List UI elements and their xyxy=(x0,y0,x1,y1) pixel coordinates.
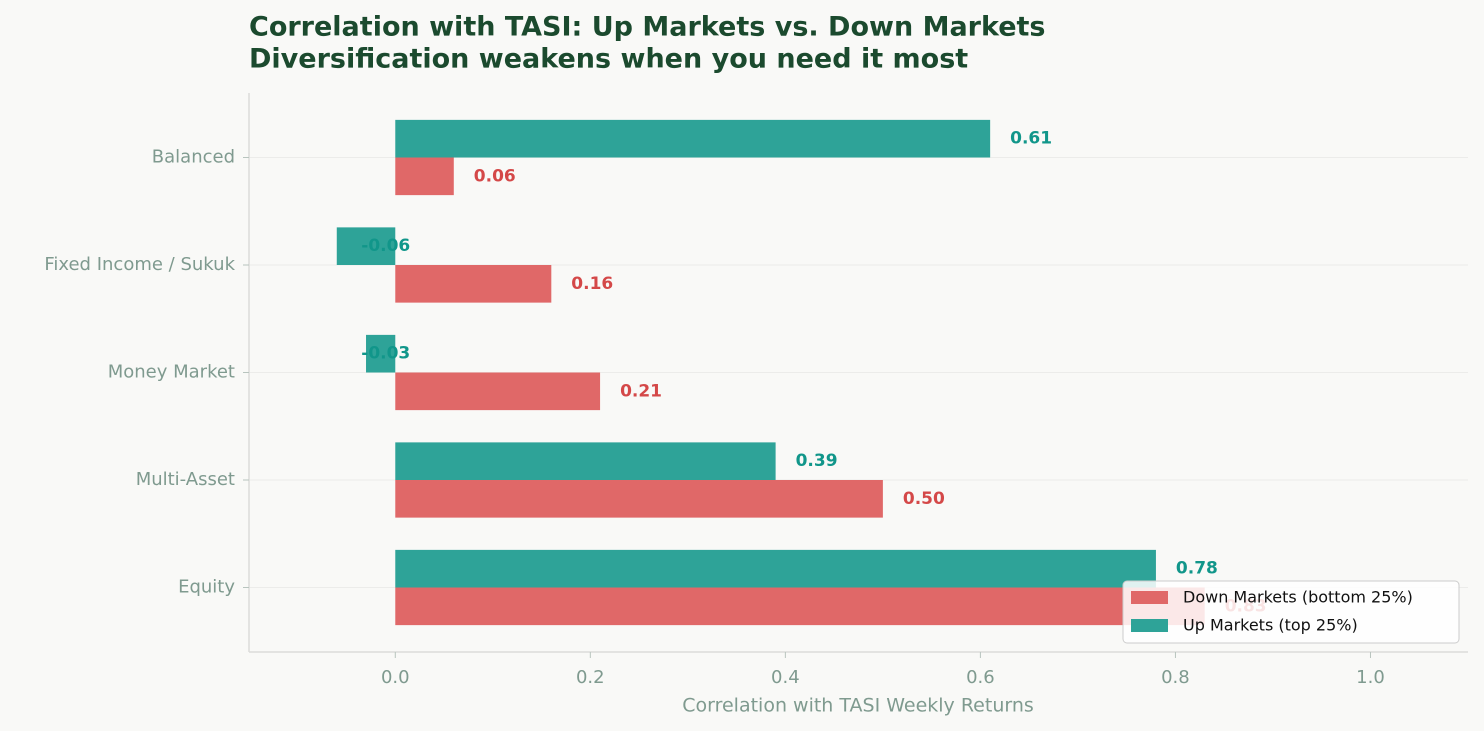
x-tick-label: 0.4 xyxy=(771,667,800,688)
chart-title: Correlation with TASI: Up Markets vs. Do… xyxy=(249,12,1046,43)
value-label: -0.06 xyxy=(361,236,410,256)
legend: Down Markets (bottom 25%) Up Markets (top… xyxy=(1122,580,1460,644)
legend-box xyxy=(1122,580,1460,644)
bar xyxy=(395,442,776,480)
bar xyxy=(395,265,552,303)
bar xyxy=(366,334,396,373)
x-tick-label: 0.0 xyxy=(381,667,410,688)
bar xyxy=(395,587,1205,626)
bar xyxy=(336,227,396,265)
y-tick-label: Money Market xyxy=(108,362,235,383)
legend-swatch xyxy=(1131,591,1168,604)
x-tick-label: 0.6 xyxy=(966,667,995,688)
value-label: 0.39 xyxy=(796,451,838,471)
bar xyxy=(395,549,1156,588)
bar xyxy=(395,157,454,196)
bar xyxy=(395,372,601,411)
value-label: 0.61 xyxy=(1010,129,1052,149)
y-tick-label: Multi-Asset xyxy=(136,469,235,490)
legend-swatch xyxy=(1131,619,1168,632)
x-tick-label: 0.2 xyxy=(576,667,605,688)
value-label: 0.16 xyxy=(571,274,613,294)
value-label: 0.06 xyxy=(474,166,516,186)
bar xyxy=(395,480,883,518)
legend-label: Up Markets (top 25%) xyxy=(1183,616,1358,635)
chart-subtitle: Diversification weakens when you need it… xyxy=(249,44,968,75)
x-tick-label: 0.8 xyxy=(1161,667,1190,688)
y-tick-label: Fixed Income / Sukuk xyxy=(44,254,235,275)
x-tick-label: 1.0 xyxy=(1356,667,1385,688)
value-label: 0.50 xyxy=(903,489,945,509)
y-tick-label: Balanced xyxy=(152,147,235,168)
x-axis-label: Correlation with TASI Weekly Returns xyxy=(682,695,1034,717)
legend-label: Down Markets (bottom 25%) xyxy=(1183,588,1413,607)
y-tick-label: Equity xyxy=(178,577,235,598)
value-label: 0.21 xyxy=(620,381,662,401)
value-label: 0.78 xyxy=(1176,559,1218,579)
value-label: -0.03 xyxy=(361,344,410,364)
bar xyxy=(395,119,991,158)
